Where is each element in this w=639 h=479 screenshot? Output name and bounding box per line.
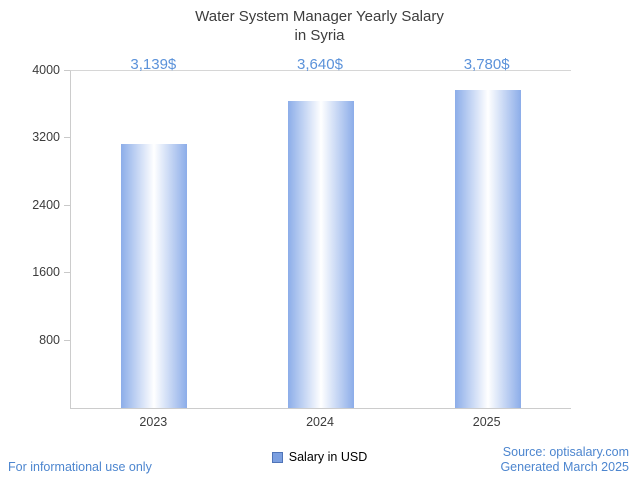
value-label-2023: 3,139$ bbox=[130, 56, 177, 73]
y-tick-label-4000: 4000 bbox=[32, 63, 60, 77]
x-tick-label-2023: 2023 bbox=[139, 415, 168, 429]
bar-2024 bbox=[288, 101, 354, 408]
x-tick-label-2025: 2025 bbox=[472, 415, 501, 429]
x-tick-label-2024: 2024 bbox=[306, 415, 334, 429]
bar-2025 bbox=[454, 89, 521, 408]
y-tick-label-3200: 3200 bbox=[32, 130, 60, 145]
y-tick-mark bbox=[64, 70, 70, 71]
value-label-2025: 3,780$ bbox=[463, 56, 510, 73]
y-tick-mark bbox=[64, 339, 70, 341]
value-label-2024: 3,640$ bbox=[297, 56, 343, 73]
source-block: Source: optisalary.com Generated March 2… bbox=[500, 445, 629, 475]
y-tick-label-800: 800 bbox=[39, 332, 60, 347]
y-tick-mark bbox=[64, 204, 70, 206]
bar-2023 bbox=[121, 143, 188, 408]
plot-area bbox=[70, 70, 571, 409]
chart-title: Water System Manager Yearly Salary in Sy… bbox=[0, 7, 639, 45]
generated-date: Generated March 2025 bbox=[500, 460, 629, 474]
legend-label: Salary in USD bbox=[288, 450, 368, 464]
y-tick-label-1600: 1600 bbox=[32, 265, 60, 280]
source-link[interactable]: Source: optisalary.com bbox=[502, 445, 629, 459]
legend: Salary in USD bbox=[0, 450, 639, 464]
y-tick-mark bbox=[64, 272, 70, 274]
y-tick-mark bbox=[64, 137, 70, 139]
chart-title-line2: in Syria bbox=[294, 27, 345, 44]
disclaimer-text: For informational use only bbox=[8, 460, 152, 474]
chart-title-line1: Water System Manager Yearly Salary bbox=[195, 8, 444, 25]
legend-swatch-icon bbox=[271, 451, 283, 463]
y-tick-label-2400: 2400 bbox=[32, 197, 60, 212]
